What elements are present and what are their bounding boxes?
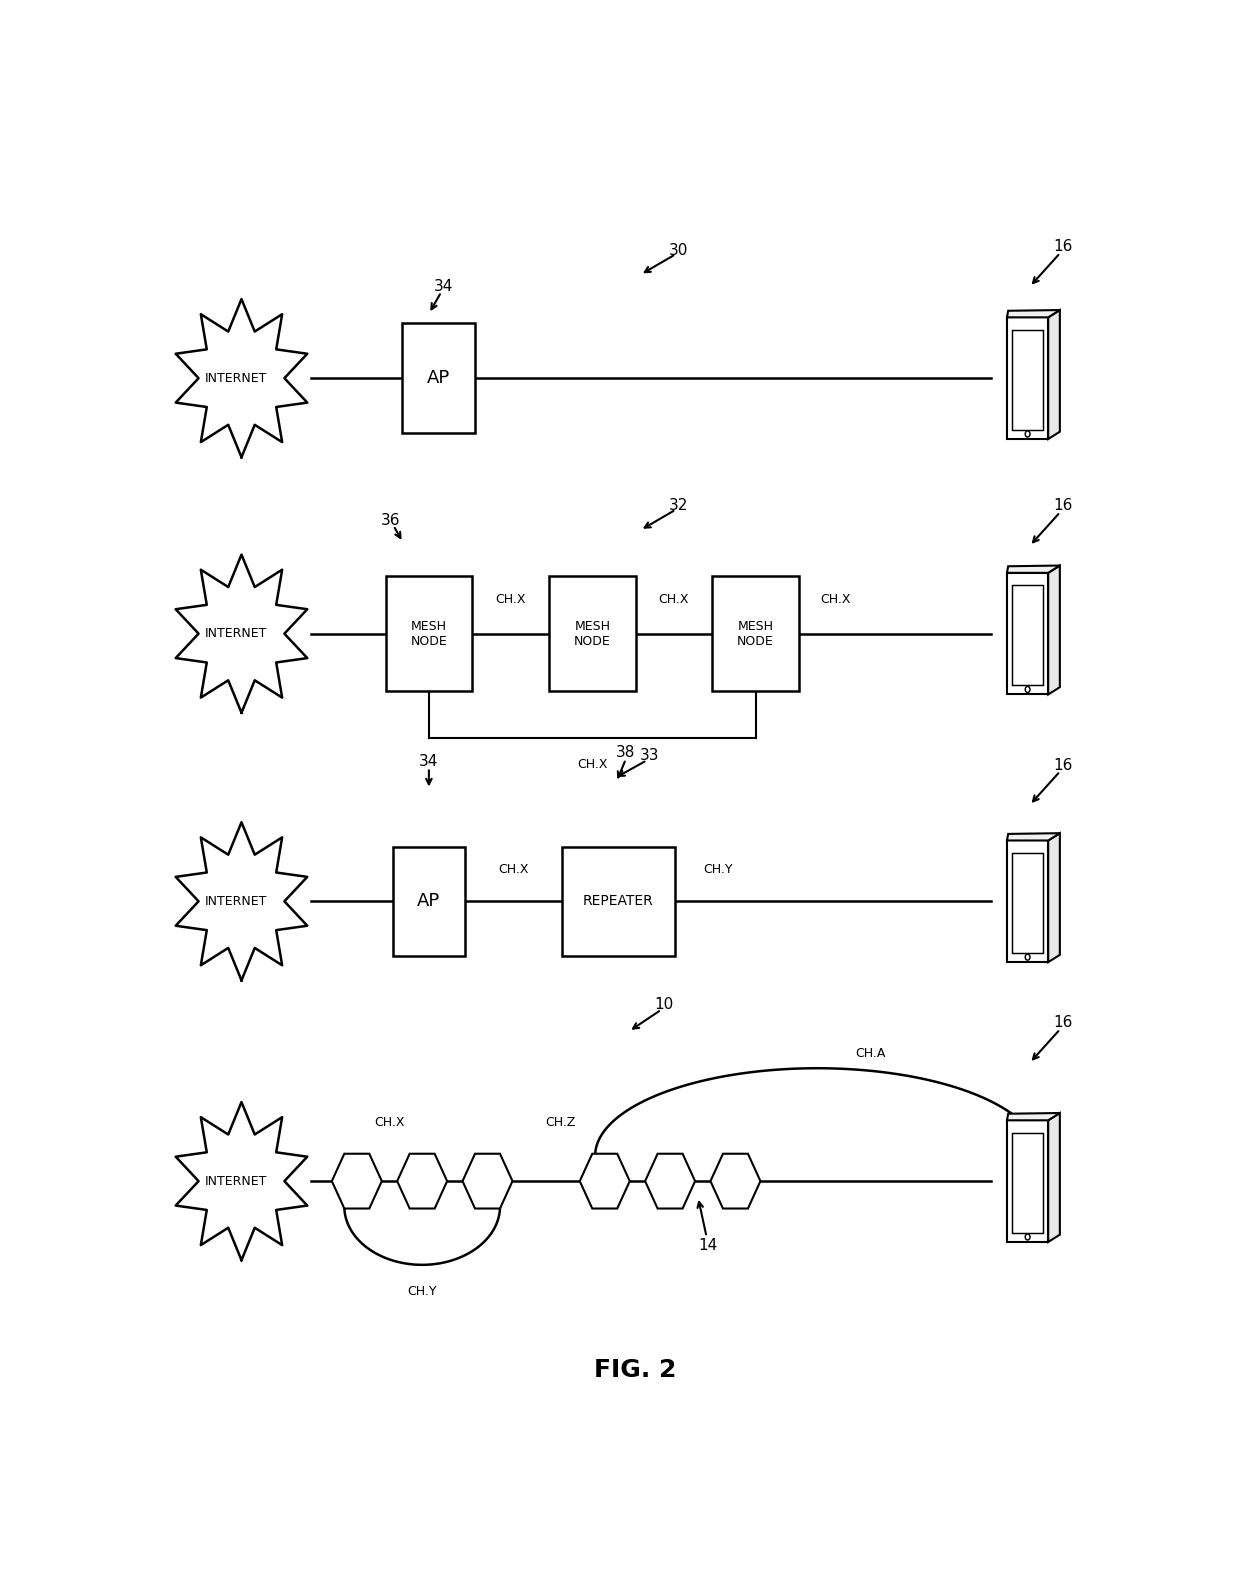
Text: CH.Y: CH.Y: [408, 1285, 436, 1299]
Text: CH.X: CH.X: [820, 592, 851, 607]
Text: 32: 32: [670, 498, 688, 514]
Polygon shape: [397, 1153, 448, 1209]
Text: 16: 16: [1054, 498, 1073, 514]
Circle shape: [1025, 686, 1030, 692]
Polygon shape: [1048, 310, 1060, 439]
Polygon shape: [1048, 833, 1060, 962]
Text: 36: 36: [381, 514, 401, 528]
Bar: [1012, 1133, 1043, 1232]
Text: 14: 14: [698, 1239, 717, 1253]
Polygon shape: [1007, 310, 1060, 318]
Polygon shape: [1007, 566, 1060, 574]
Polygon shape: [711, 1153, 760, 1209]
Polygon shape: [645, 1153, 696, 1209]
Text: 16: 16: [1054, 1016, 1073, 1030]
Text: CH.X: CH.X: [577, 758, 608, 771]
Text: MESH
NODE: MESH NODE: [738, 619, 774, 648]
Polygon shape: [580, 1153, 630, 1209]
Circle shape: [1025, 431, 1030, 438]
Polygon shape: [176, 822, 308, 980]
Polygon shape: [1007, 1120, 1048, 1242]
Circle shape: [1025, 954, 1030, 961]
Circle shape: [1025, 1234, 1030, 1240]
Polygon shape: [176, 1103, 308, 1261]
Polygon shape: [463, 1153, 512, 1209]
Polygon shape: [1007, 841, 1048, 962]
Text: INTERNET: INTERNET: [205, 371, 267, 384]
Text: AP: AP: [417, 893, 440, 910]
Polygon shape: [176, 299, 308, 457]
Polygon shape: [1007, 833, 1060, 841]
Text: INTERNET: INTERNET: [205, 894, 267, 908]
Bar: [393, 847, 465, 956]
Polygon shape: [176, 555, 308, 713]
Text: CH.X: CH.X: [374, 1115, 404, 1130]
Polygon shape: [332, 1153, 382, 1209]
Bar: [562, 847, 675, 956]
Text: 16: 16: [1054, 757, 1073, 773]
Bar: [1012, 853, 1043, 953]
Text: 38: 38: [616, 746, 636, 760]
Text: AP: AP: [427, 370, 450, 387]
Text: CH.A: CH.A: [854, 1048, 885, 1060]
Text: 34: 34: [419, 754, 439, 769]
Text: 33: 33: [640, 747, 660, 763]
Text: INTERNET: INTERNET: [205, 627, 267, 640]
Text: INTERNET: INTERNET: [205, 1174, 267, 1188]
Text: CH.X: CH.X: [498, 863, 528, 877]
Text: 10: 10: [655, 997, 675, 1013]
Polygon shape: [1007, 1112, 1060, 1120]
Text: 34: 34: [434, 280, 453, 294]
Text: REPEATER: REPEATER: [583, 894, 653, 908]
Text: 30: 30: [670, 243, 688, 258]
Text: CH.X: CH.X: [658, 592, 689, 607]
Bar: [403, 324, 475, 433]
Polygon shape: [1007, 574, 1048, 695]
Text: CH.Z: CH.Z: [546, 1115, 575, 1130]
Text: FIG. 2: FIG. 2: [594, 1357, 677, 1381]
Bar: [712, 575, 799, 692]
Bar: [549, 575, 635, 692]
Text: MESH
NODE: MESH NODE: [410, 619, 448, 648]
Text: MESH
NODE: MESH NODE: [574, 619, 610, 648]
Polygon shape: [1007, 318, 1048, 439]
Bar: [1012, 585, 1043, 686]
Bar: [386, 575, 472, 692]
Text: CH.X: CH.X: [495, 592, 526, 607]
Bar: [1012, 330, 1043, 430]
Polygon shape: [1048, 1112, 1060, 1242]
Text: CH.Y: CH.Y: [703, 863, 733, 877]
Polygon shape: [1048, 566, 1060, 695]
Text: 16: 16: [1054, 239, 1073, 254]
